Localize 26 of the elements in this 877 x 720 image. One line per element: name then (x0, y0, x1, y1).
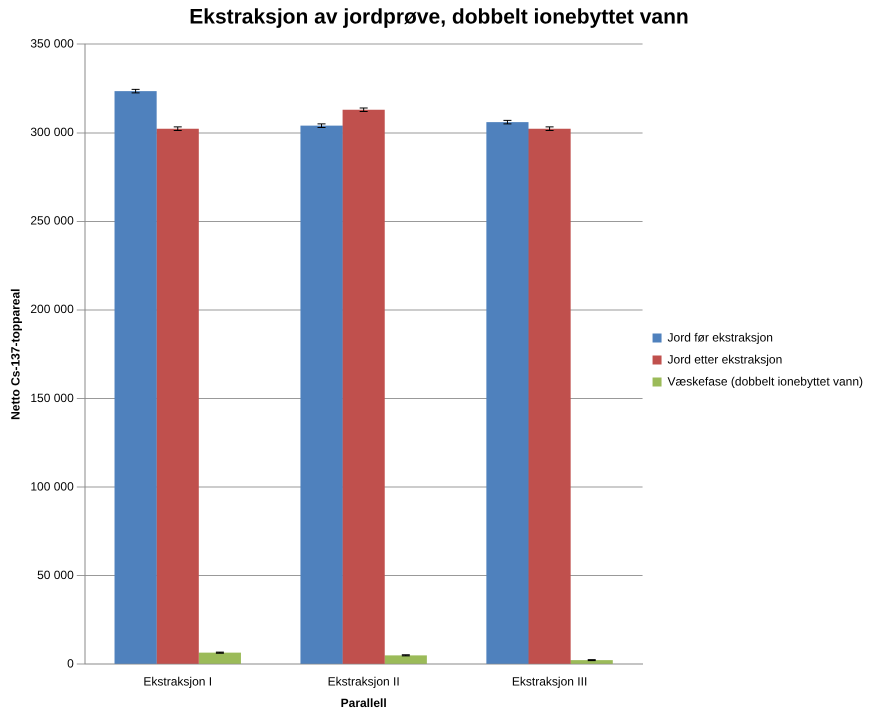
y-tick-label: 0 (67, 656, 74, 671)
legend-label: Væskefase (dobbelt ionebyttet vann) (668, 374, 864, 388)
x-axis-title: Parallell (340, 696, 387, 710)
bar (114, 91, 157, 664)
y-tick-label: 200 000 (30, 302, 74, 316)
bar (198, 652, 241, 664)
x-tick-label: Ekstraksjon II (328, 674, 400, 689)
bar (384, 655, 427, 664)
bar (300, 126, 343, 664)
y-axis-title: Netto Cs-137-toppareal (8, 288, 23, 420)
bar (570, 660, 613, 664)
y-tick-label: 250 000 (30, 214, 74, 228)
y-tick-label: 350 000 (30, 36, 74, 51)
y-tick-label: 100 000 (30, 479, 74, 494)
bar (486, 122, 529, 664)
y-tick-label: 150 000 (30, 390, 74, 405)
bar (156, 128, 199, 664)
legend-label: Jord etter ekstraksjon (668, 352, 782, 366)
y-tick-label: 50 000 (37, 568, 74, 582)
bar (528, 128, 571, 664)
y-tick-label: 300 000 (30, 125, 74, 140)
chart-title: Ekstraksjon av jordprøve, dobbelt ionebyttet vann (189, 5, 689, 28)
legend-label: Jord før ekstraksjon (668, 330, 773, 344)
bar (342, 110, 385, 664)
x-tick-label: Ekstraksjon III (512, 674, 588, 689)
x-tick-label: Ekstraksjon I (143, 674, 212, 689)
